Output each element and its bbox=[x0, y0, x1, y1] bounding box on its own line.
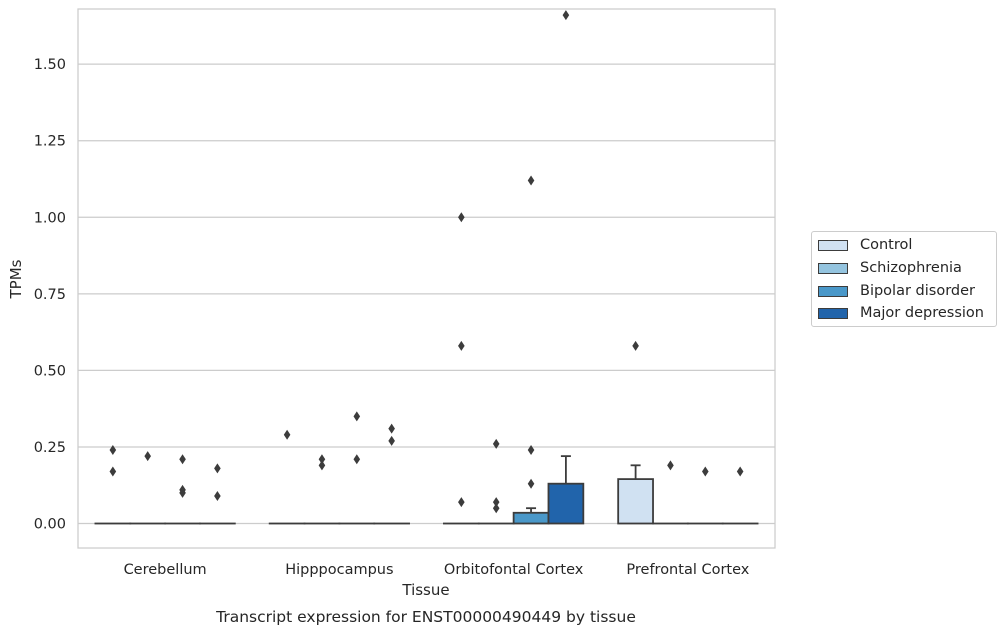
y-tick-label: 0.50 bbox=[34, 363, 66, 379]
x-axis-label: Tissue bbox=[401, 581, 449, 599]
legend: Control Schizophrenia Bipolar disorder M… bbox=[811, 231, 997, 327]
y-tick-label: 1.25 bbox=[34, 134, 66, 150]
legend-item-major-depression: Major depression bbox=[818, 303, 984, 323]
legend-item-schizophrenia: Schizophrenia bbox=[818, 258, 962, 278]
y-tick-label: 0.75 bbox=[34, 287, 66, 303]
y-tick-labels: 0.00 0.25 0.50 0.75 1.00 1.25 1.50 bbox=[34, 57, 66, 532]
legend-swatch-bipolar-disorder bbox=[818, 286, 848, 297]
bar-major-depression-orbitofontal-cortex bbox=[548, 484, 583, 524]
legend-swatch-major-depression bbox=[818, 308, 848, 319]
bar-bipolar-disorder-orbitofontal-cortex bbox=[514, 513, 549, 524]
y-tick-label: 0.00 bbox=[34, 517, 66, 533]
legend-label-major-depression: Major depression bbox=[860, 305, 984, 321]
x-tick-label: Hipppocampus bbox=[285, 562, 393, 578]
bar-control-prefrontal-cortex bbox=[618, 479, 653, 523]
chart-subtitle: Transcript expression for ENST0000049044… bbox=[215, 608, 636, 626]
y-tick-label: 1.00 bbox=[34, 210, 66, 226]
legend-item-bipolar-disorder: Bipolar disorder bbox=[818, 281, 975, 301]
x-tick-label: Prefrontal Cortex bbox=[626, 562, 749, 578]
legend-label-schizophrenia: Schizophrenia bbox=[860, 260, 962, 276]
x-tick-labels: Cerebellum Hipppocampus Orbitofontal Corte… bbox=[124, 562, 750, 578]
y-axis-label: TPMs bbox=[7, 259, 25, 299]
legend-swatch-schizophrenia bbox=[818, 263, 848, 274]
legend-label-bipolar-disorder: Bipolar disorder bbox=[860, 283, 975, 299]
x-tick-label: Cerebellum bbox=[124, 562, 207, 578]
legend-swatch-control bbox=[818, 240, 848, 251]
legend-item-control: Control bbox=[818, 235, 912, 255]
y-tick-label: 0.25 bbox=[34, 440, 66, 456]
x-tick-label: Orbitofontal Cortex bbox=[444, 562, 584, 578]
y-tick-label: 1.50 bbox=[34, 57, 66, 73]
legend-label-control: Control bbox=[860, 237, 912, 253]
